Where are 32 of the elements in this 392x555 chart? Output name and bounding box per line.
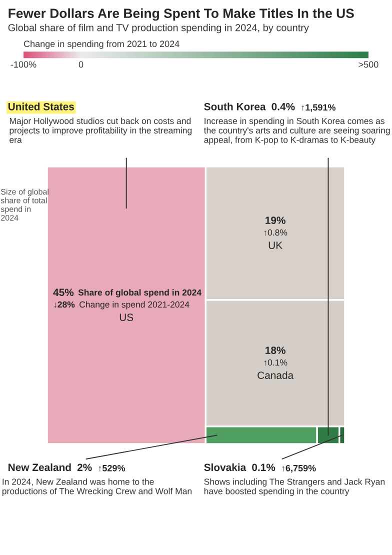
text: >500 (358, 61, 378, 68)
data-label: 18% (266, 346, 286, 354)
data-label: 45% (53, 288, 74, 296)
text: ↑1,591% (302, 104, 336, 112)
category-label: New Zealand (8, 463, 71, 472)
category-label: UK (268, 242, 282, 250)
text: Increase in spending in South Korea comes as the country's arts and culture are seeing soaring appeal, from K-pop to K-dramas to K-beauty (204, 118, 390, 145)
text: ↑0.1% (264, 359, 288, 366)
data-label: 0.1% (252, 464, 276, 472)
text: United States (8, 102, 74, 110)
text: Size of global share of total spend in 2024 (0, 188, 48, 221)
text: ↑529% (98, 464, 126, 472)
category-label: US (120, 314, 134, 322)
text: ↑0.8% (264, 229, 288, 236)
text: 0 (78, 61, 84, 68)
text: Global share of film and TV production spending in 2024, by country (8, 24, 309, 34)
text: ↑6,759% (282, 464, 316, 473)
text: Change in spend 2021-2024 (80, 301, 190, 310)
text: Share of global spend in 2024 (78, 289, 202, 298)
text: Major Hollywood studios cut back on costs and projects to improve profitability in the streaming era (10, 118, 192, 143)
color-bar-title: Change in spending from 2021 to 2024 (24, 40, 180, 49)
text: Shows including The Strangers and Jack Ryan have boosted spending in the country (204, 478, 385, 496)
category-label: South Korea (204, 102, 266, 110)
data-label: 2% (77, 464, 92, 472)
data-label: 0.4% (272, 102, 295, 110)
text: In 2024, New Zealand was home to the productions of The Wrecking Crew and Wolf Man (2, 478, 192, 496)
text: ↓28% (54, 301, 75, 308)
text: Fewer Dollars Are Being Spent To Make Titles In the US (8, 8, 354, 21)
category-label: Canada (258, 371, 294, 380)
data-label: 19% (266, 216, 286, 224)
text: -100% (10, 61, 36, 68)
category-label: Slovakia (204, 463, 246, 472)
